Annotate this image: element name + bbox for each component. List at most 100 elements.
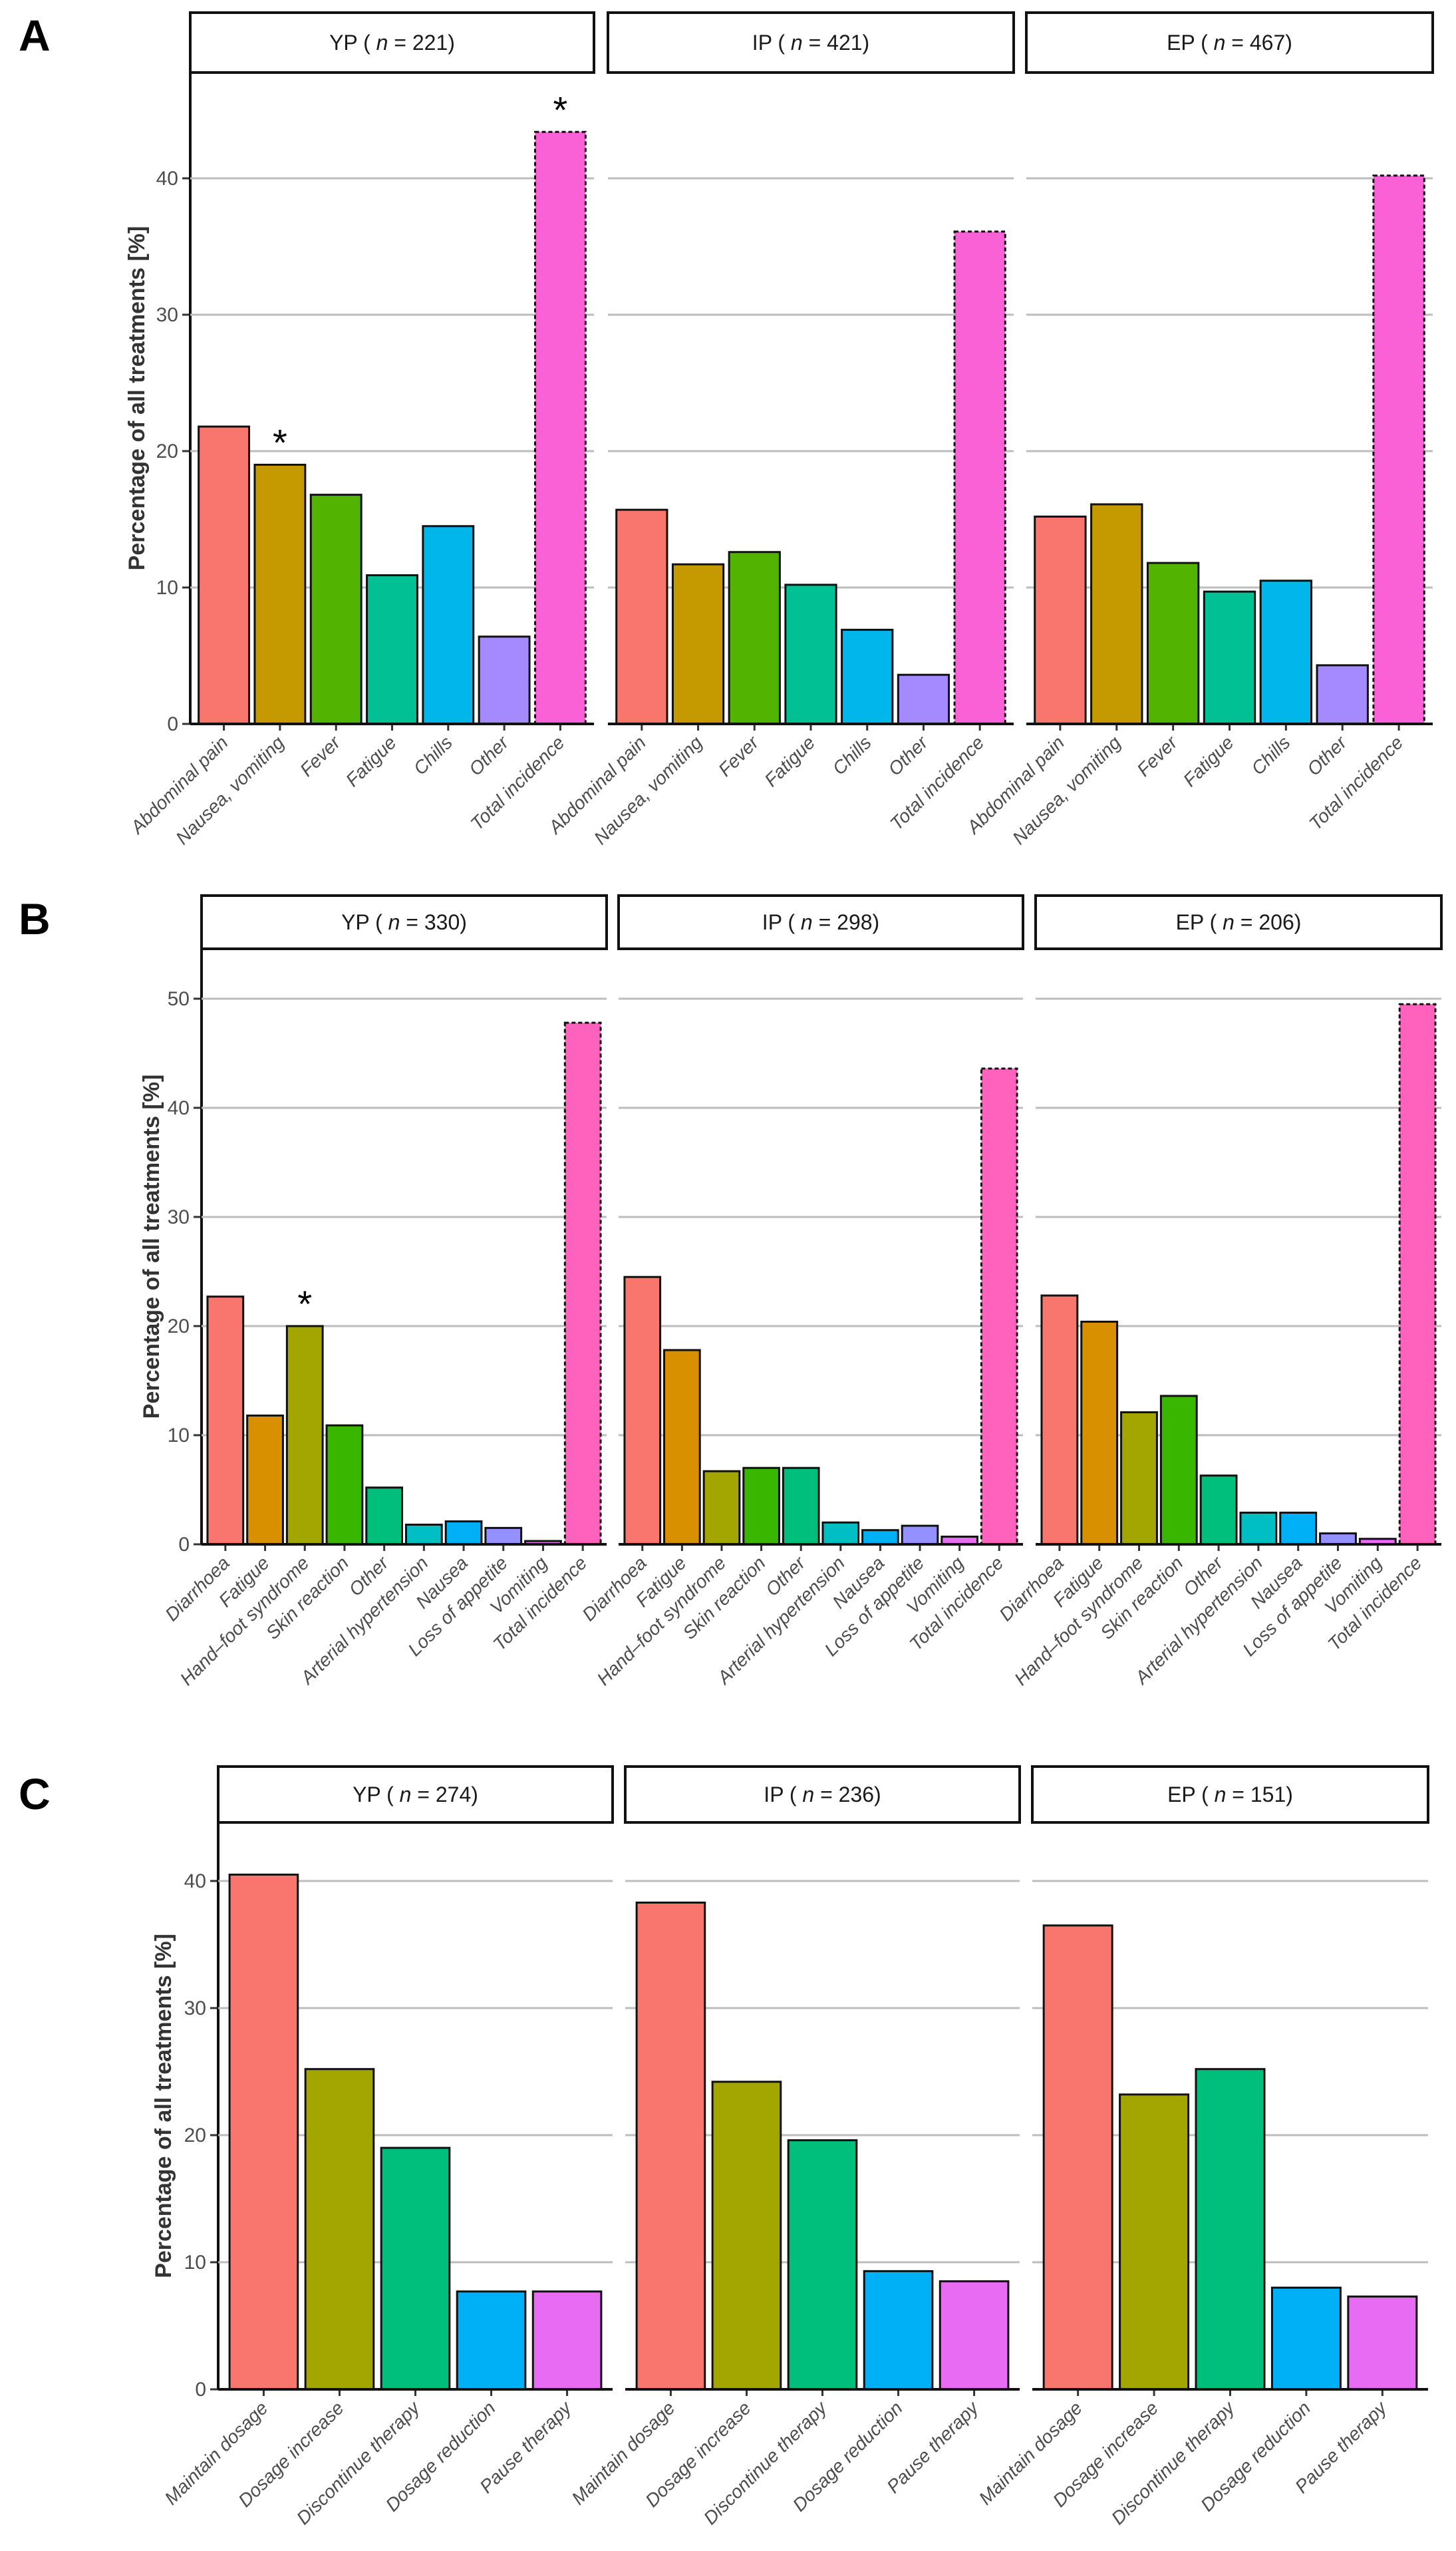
- significance-asterisk: *: [553, 88, 568, 130]
- facet-strip: [1034, 894, 1443, 950]
- bar-total-incidence: [1372, 174, 1425, 725]
- bar-diarrhoea: [206, 1295, 245, 1546]
- bar-abdominal-pain: [1034, 515, 1087, 725]
- bar-pause-therapy: [939, 2280, 1010, 2391]
- bar-nausea-vomiting: [1090, 503, 1143, 725]
- strip-group: YP (: [353, 1783, 400, 1806]
- bar-fatigue: [1080, 1320, 1119, 1546]
- y-tick-label: 0: [195, 2379, 206, 2401]
- bar-skin-reaction: [742, 1466, 780, 1546]
- bar-other: [1316, 664, 1369, 725]
- strip-group: IP (: [752, 31, 791, 55]
- facet-strip: [607, 11, 1015, 74]
- bar-nausea: [861, 1529, 899, 1546]
- y-tick-label: 10: [168, 1425, 190, 1446]
- panel-c: Percentage of all treatments [%] 0 10 20 30 4…: [151, 1765, 1429, 2528]
- strip-n-symbol: n: [388, 910, 400, 934]
- bar-other: [365, 1486, 404, 1546]
- strip-n-symbol: n: [1214, 31, 1226, 55]
- facet-strip-label: EP ( n = 151): [1167, 1783, 1293, 1806]
- bar-fever: [1146, 562, 1200, 725]
- facet-strip-label: IP ( n = 421): [752, 31, 869, 55]
- y-tick-label: 0: [178, 1534, 190, 1556]
- bar-loss-of-appetite: [484, 1526, 523, 1546]
- bar-dosage-increase: [304, 2068, 375, 2391]
- bar-nausea-vomiting: [671, 563, 725, 725]
- significance-asterisk: *: [273, 422, 287, 464]
- facet-strip: [617, 894, 1024, 950]
- y-tick-label: 30: [156, 304, 178, 326]
- bar-chills: [841, 629, 894, 725]
- plots: Percentage of all treatments [%] 0 10 20 30 4…: [124, 11, 1443, 2528]
- bar-discontinue-therapy: [1195, 2068, 1266, 2391]
- y-tick-label: 0: [167, 713, 178, 735]
- y-axis-title: Percentage of all treatments [%]: [139, 1075, 164, 1419]
- bar-discontinue-therapy: [787, 2139, 858, 2391]
- facet-strip-label: IP ( n = 298): [762, 910, 879, 934]
- bar-fatigue: [1203, 590, 1256, 725]
- bar-hand-foot-syndrome: [1120, 1411, 1158, 1546]
- strip-n-value: = 298): [813, 910, 880, 934]
- bar-fatigue: [784, 584, 837, 725]
- strip-n-symbol: n: [1223, 910, 1235, 934]
- facet-strip-label: YP ( n = 274): [353, 1783, 478, 1806]
- strip-group: YP (: [341, 910, 388, 934]
- bar-loss-of-appetite: [901, 1524, 939, 1546]
- bar-arterial-hypertension: [821, 1521, 860, 1546]
- bar-dosage-reduction: [863, 2270, 934, 2391]
- bar-abdominal-pain: [615, 508, 668, 725]
- y-tick-label: 50: [168, 988, 190, 1010]
- bar-total-incidence: [533, 130, 587, 725]
- bar-hand-foot-syndrome: [285, 1325, 324, 1546]
- strip-group: IP (: [762, 910, 801, 934]
- strip-n-value: = 206): [1235, 910, 1302, 934]
- y-tick-label: 30: [168, 1206, 190, 1228]
- facet-strip-label: IP ( n = 236): [764, 1783, 881, 1806]
- y-tick-label: 20: [184, 2125, 206, 2146]
- facet-strip-label: YP ( n = 330): [341, 910, 467, 934]
- bar-other: [1199, 1474, 1238, 1546]
- panel-letter-a: A: [19, 11, 51, 60]
- bar-chills: [422, 525, 475, 725]
- bar-fever: [309, 494, 363, 725]
- facet-strip-label: YP ( n = 221): [329, 31, 455, 55]
- y-tick-label: 10: [156, 577, 178, 599]
- bar-other: [782, 1466, 820, 1546]
- bar-arterial-hypertension: [404, 1523, 443, 1546]
- strip-n-value: = 330): [400, 910, 467, 934]
- strip-n-symbol: n: [801, 910, 813, 934]
- bar-arterial-hypertension: [1239, 1511, 1278, 1546]
- strip-n-symbol: n: [802, 1783, 814, 1806]
- strip-group: EP (: [1176, 910, 1223, 934]
- y-tick-label: 30: [184, 1997, 206, 2019]
- strip-n-symbol: n: [376, 31, 388, 55]
- bar-total-incidence: [953, 230, 1006, 725]
- strip-n-value: = 274): [411, 1783, 478, 1806]
- strip-n-value: = 421): [803, 31, 870, 55]
- panel-b: Percentage of all treatments [%] 0 10 20 30 4…: [139, 894, 1443, 1689]
- strip-n-symbol: n: [400, 1783, 412, 1806]
- facet-strip: [217, 1765, 614, 1824]
- bar-fatigue: [246, 1414, 284, 1546]
- bar-dosage-reduction: [456, 2290, 527, 2391]
- bar-nausea-vomiting: [253, 464, 307, 725]
- strip-n-value: = 236): [814, 1783, 881, 1806]
- y-axis-title: Percentage of all treatments [%]: [151, 1934, 176, 2278]
- y-tick-label: 10: [184, 2252, 206, 2274]
- y-tick-label: 20: [168, 1315, 190, 1337]
- bar-abdominal-pain: [198, 425, 251, 725]
- bar-pause-therapy: [1347, 2296, 1418, 2391]
- panel-letter-c: C: [19, 1769, 51, 1818]
- bar-fatigue: [663, 1349, 701, 1546]
- bar-total-incidence: [980, 1067, 1018, 1546]
- bar-dosage-increase: [711, 2081, 782, 2391]
- facet-strip: [1031, 1765, 1429, 1824]
- facet-strip: [189, 11, 595, 74]
- strip-n-symbol: n: [1215, 1783, 1227, 1806]
- bar-maintain-dosage: [228, 1873, 299, 2391]
- facet-strip: [624, 1765, 1021, 1824]
